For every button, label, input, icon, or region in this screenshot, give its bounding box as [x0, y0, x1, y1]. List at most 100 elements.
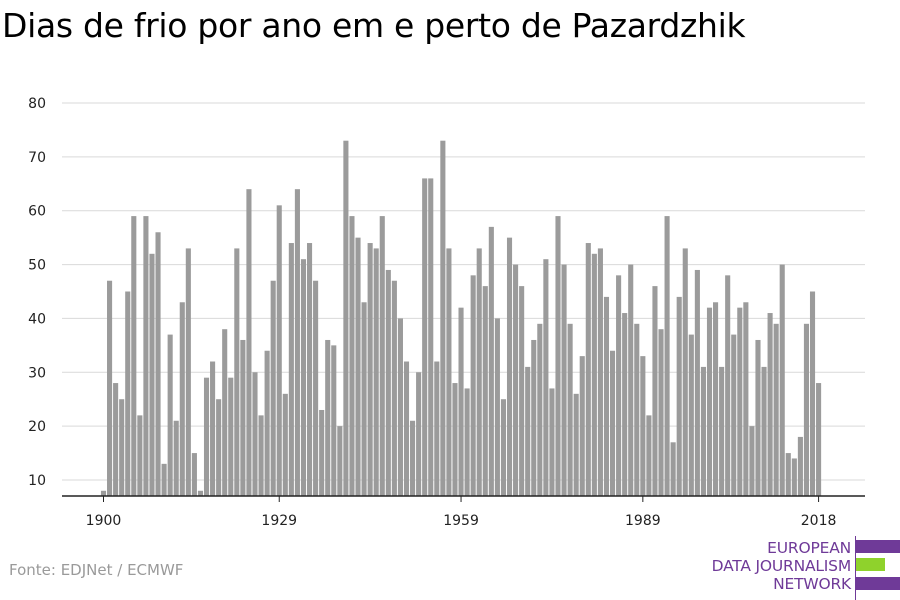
bar: [355, 237, 361, 496]
bar: [270, 280, 276, 496]
bar: [403, 361, 410, 496]
bar: [809, 291, 816, 496]
bar: [537, 323, 543, 496]
x-tick-label: 1900: [86, 513, 122, 529]
bar: [155, 232, 161, 496]
chart-title: Dias de frio por ano em e perto de Pazar…: [2, 6, 746, 45]
bar: [325, 339, 331, 496]
bar: [585, 243, 591, 496]
bar: [513, 264, 519, 496]
bar: [658, 329, 664, 496]
bar: [161, 463, 167, 496]
y-tick-label: 50: [28, 258, 46, 274]
bar: [319, 409, 325, 496]
bar: [288, 243, 294, 496]
bar: [609, 350, 616, 496]
bar: [719, 366, 725, 496]
bar: [525, 366, 531, 496]
bar: [361, 302, 367, 496]
bar: [634, 323, 640, 496]
bar: [379, 216, 385, 496]
bar: [779, 264, 785, 496]
bar: [167, 334, 173, 496]
bar: [446, 248, 452, 496]
bar: [694, 269, 700, 496]
x-axis-ticks: 1900 1929 1959 1989 2018: [86, 496, 837, 529]
bar: [197, 490, 204, 496]
bar: [216, 399, 222, 496]
bar: [737, 307, 743, 496]
bar: [373, 248, 379, 496]
bar: [555, 216, 561, 496]
bar: [816, 383, 822, 496]
bar: [113, 383, 119, 496]
y-tick-label: 70: [28, 150, 46, 166]
bar: [531, 339, 537, 496]
bar: [416, 372, 422, 496]
bar: [670, 442, 676, 496]
bar: [240, 339, 246, 496]
bar: [125, 291, 131, 496]
logo-line-3: NETWORK: [773, 575, 851, 593]
bar: [476, 248, 482, 496]
bar: [640, 356, 646, 496]
bar: [337, 426, 343, 496]
bar: [731, 334, 737, 496]
bar: [603, 296, 610, 496]
bar: [506, 237, 513, 496]
bar: [306, 243, 313, 496]
bar: [591, 253, 597, 496]
bar: [743, 302, 749, 496]
y-tick-label: 40: [28, 311, 46, 327]
x-tick-label: 1959: [443, 513, 479, 529]
bar: [107, 280, 113, 496]
bar: [767, 313, 773, 496]
bar: [331, 345, 337, 496]
bar: [579, 356, 585, 496]
bar: [349, 216, 355, 496]
bar: [676, 296, 682, 496]
bar: [203, 377, 210, 496]
bar: [549, 388, 555, 496]
bar: [149, 253, 155, 496]
bar: [440, 140, 446, 496]
bar: [519, 286, 525, 496]
bar: [185, 248, 191, 496]
bar: [246, 189, 252, 497]
bar: [210, 361, 216, 496]
bar: [234, 248, 240, 496]
x-tick-label: 2018: [801, 513, 837, 529]
bar: [313, 280, 319, 496]
bar: [119, 399, 125, 496]
bar: [652, 286, 658, 496]
bar: [428, 178, 434, 496]
bar: [343, 140, 349, 496]
bar: [391, 280, 397, 496]
bar: [597, 248, 603, 496]
bar: [646, 415, 652, 496]
bar: [682, 248, 688, 496]
bar: [434, 361, 440, 496]
bar: [222, 329, 228, 496]
bar: [616, 275, 622, 496]
bar: [137, 415, 143, 496]
bar: [276, 205, 282, 496]
bar: [706, 307, 713, 496]
bar: [494, 318, 500, 496]
bar: [628, 264, 634, 496]
edjnet-logo: EUROPEAN DATA JOURNALISM NETWORK: [700, 536, 900, 600]
bar: [700, 366, 706, 496]
bar: [264, 350, 270, 496]
logo-bar-green: [856, 558, 885, 571]
logo-bar-purple-bottom: [856, 577, 900, 590]
bar: [543, 259, 549, 496]
bar: [785, 453, 791, 496]
bar: [761, 366, 767, 496]
y-tick-label: 80: [28, 96, 46, 112]
bar: [749, 426, 755, 496]
source-note: Fonte: EDJNet / ECMWF: [9, 561, 184, 579]
bar: [367, 243, 373, 496]
x-tick-label: 1929: [261, 513, 297, 529]
y-axis-tick-labels: 10 20 30 40 50 60 70 80: [28, 96, 46, 489]
